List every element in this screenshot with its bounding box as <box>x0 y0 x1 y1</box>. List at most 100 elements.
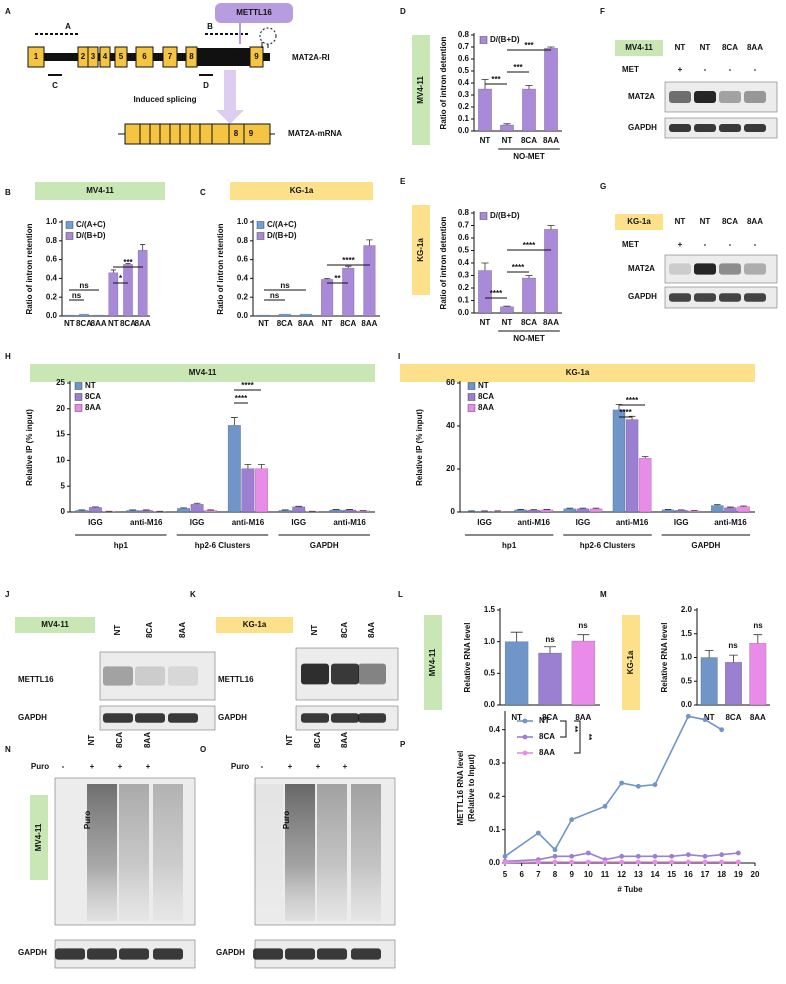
panel-label: B <box>5 188 11 197</box>
point <box>502 853 508 859</box>
x-tick-label: 8CA <box>521 136 537 145</box>
bar <box>75 510 89 513</box>
significance-label: **** <box>626 396 639 405</box>
y-tick-label: 0.3 <box>489 758 501 767</box>
y-tick-label: 25 <box>56 378 65 387</box>
blot-band <box>719 293 741 302</box>
exon-label: 2 <box>81 52 86 61</box>
line <box>504 852 739 863</box>
bar <box>674 509 688 513</box>
row-label: GAPDH <box>216 948 245 957</box>
bar <box>176 508 191 513</box>
blot-smear <box>351 784 381 921</box>
panel-label: P <box>400 740 406 749</box>
bar <box>342 267 355 317</box>
error-bar <box>140 244 146 251</box>
blot-band <box>168 666 198 686</box>
error-bar <box>740 505 747 507</box>
point <box>652 782 658 788</box>
panel-label: A <box>5 7 11 16</box>
legend-swatch <box>256 232 265 240</box>
panel-label: L <box>398 590 403 599</box>
bar <box>522 88 536 132</box>
panel-label: M <box>600 590 607 599</box>
blot-band <box>135 666 165 686</box>
y-tick-label: 0.5 <box>458 66 470 75</box>
bar <box>465 511 478 513</box>
exon <box>27 46 45 68</box>
retained-label: Retained <box>206 52 240 61</box>
y-tick-label: 0.2 <box>458 283 470 292</box>
x-tick-label: IGG <box>291 518 306 527</box>
panel-title: KG-1a <box>290 186 314 195</box>
y-tick-label: 0.5 <box>458 246 470 255</box>
error-bar <box>729 654 738 663</box>
bar <box>661 509 675 513</box>
significance-label: *** <box>491 75 501 84</box>
x-tick-label: 8 <box>553 870 558 879</box>
row-label: GAPDH <box>18 948 47 957</box>
blot-band <box>694 91 716 103</box>
splicing-arrow <box>216 70 244 124</box>
blot-smear <box>153 784 183 921</box>
y-tick-label: 0.5 <box>681 676 693 685</box>
panel-title: KG-1a <box>566 368 590 377</box>
bar <box>363 245 376 317</box>
x-tick-label: 20 <box>751 870 760 879</box>
x-tick-label: NT <box>704 713 715 722</box>
condition-value: - <box>754 65 757 74</box>
blot-band <box>301 663 329 685</box>
label-box <box>615 214 663 230</box>
transcript-label: MAT2A-mRNA <box>288 129 342 138</box>
bar <box>329 509 343 513</box>
error-bar <box>547 225 555 230</box>
point <box>635 859 641 865</box>
y-tick-label: 0.3 <box>458 271 470 280</box>
bar <box>137 249 148 317</box>
hairpin-stem <box>261 42 269 48</box>
blot-band <box>153 948 183 960</box>
blot-band <box>253 948 283 960</box>
condition-value: - <box>729 240 732 249</box>
condition-label: MET <box>622 240 639 249</box>
x-tick-label: 8CA <box>521 318 537 327</box>
bar <box>478 88 492 132</box>
legend-label: 8CA <box>478 392 494 401</box>
point <box>719 859 725 865</box>
blot-band <box>744 124 766 132</box>
significance-label: ** <box>570 726 579 733</box>
x-tick-label: NT <box>502 318 513 327</box>
y-axis-title: (Relative to Input) <box>467 754 476 822</box>
error-bar <box>129 509 137 511</box>
row-label: MAT2A <box>628 92 655 101</box>
y-tick-label: 0.6 <box>458 233 470 242</box>
blot-band <box>744 91 766 103</box>
y-tick-label: 0.0 <box>484 700 496 709</box>
bar <box>724 507 737 513</box>
y-tick-label: 0.6 <box>458 54 470 63</box>
x-tick-label: 7 <box>536 870 541 879</box>
x-tick-label: 14 <box>651 870 660 879</box>
condition-value: - <box>704 65 707 74</box>
error-bar <box>180 507 187 509</box>
y-tick-label: 0.7 <box>458 221 470 230</box>
x-tick-label: 8AA <box>135 319 151 328</box>
significance-label: ns <box>280 281 290 290</box>
y-tick-label: 0.8 <box>46 236 58 245</box>
group-label: GAPDH <box>691 541 720 550</box>
bar <box>139 510 153 513</box>
error-bar <box>207 509 215 511</box>
bar <box>514 509 527 513</box>
x-tick-label: 8AA <box>91 319 107 328</box>
error-bar <box>346 509 353 510</box>
legend-label: NT <box>85 381 96 390</box>
bar <box>504 641 529 706</box>
error-bar <box>481 262 489 271</box>
panel-title: KG-1a <box>243 620 267 629</box>
point <box>502 859 508 865</box>
region-label: C <box>52 81 58 90</box>
lane-label: 8CA <box>722 217 738 226</box>
point <box>635 853 641 859</box>
y-tick-label: 0.0 <box>489 858 501 867</box>
error-bar <box>704 649 714 658</box>
